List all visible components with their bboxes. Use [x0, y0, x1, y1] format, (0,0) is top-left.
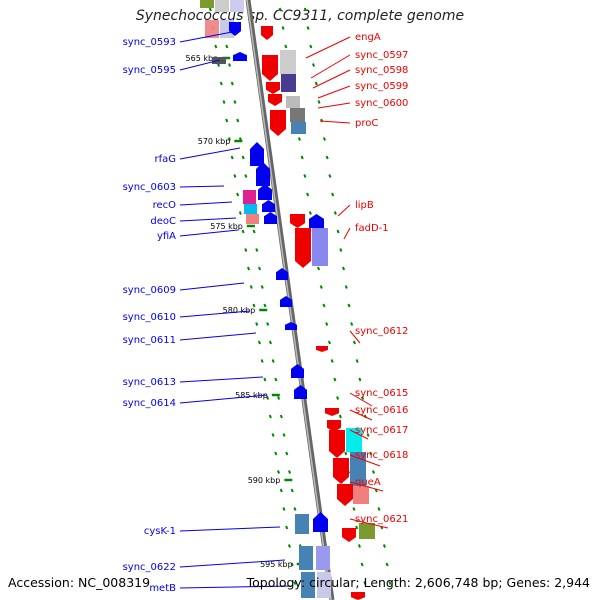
- gene-arrow-reverse[interactable]: [290, 214, 305, 228]
- gene-box[interactable]: [312, 228, 328, 266]
- gene-arrow-reverse[interactable]: [268, 94, 282, 106]
- gene-arrow-reverse[interactable]: [333, 458, 349, 484]
- gene-label-left[interactable]: sync_0613: [123, 377, 176, 388]
- gene-arrow-reverse[interactable]: [295, 228, 311, 268]
- gene-label-left[interactable]: cysK-1: [144, 526, 176, 537]
- gene-arrow-reverse[interactable]: [351, 592, 365, 600]
- gene-label-left[interactable]: sync_0595: [123, 65, 176, 76]
- gene-label-left[interactable]: rfaG: [154, 154, 176, 165]
- gene-arrow-reverse[interactable]: [262, 55, 278, 81]
- kbp-tick-label: 570 kbp: [198, 137, 231, 146]
- gene-label-right[interactable]: sync_0618: [355, 450, 408, 461]
- accession-text: Accession: NC_008319: [8, 575, 151, 590]
- gene-label-right[interactable]: sync_0600: [355, 98, 408, 109]
- gene-label-right[interactable]: sync_0612: [355, 326, 408, 337]
- gene-arrow-forward[interactable]: [280, 296, 292, 307]
- gene-arrow-forward[interactable]: [233, 52, 247, 61]
- gene-arrow-reverse[interactable]: [316, 346, 328, 352]
- gene-arrow-forward[interactable]: [313, 512, 328, 532]
- gene-label-left[interactable]: sync_0593: [123, 37, 176, 48]
- gene-arrow-reverse[interactable]: [337, 484, 353, 506]
- topology-text: Topology: circular; Length: 2,606,748 bp…: [246, 575, 590, 590]
- kbp-tick-label: 595 kbp: [260, 560, 293, 569]
- gene-label-left[interactable]: metB: [149, 583, 176, 594]
- gene-box[interactable]: [317, 572, 331, 598]
- gene-box[interactable]: [215, 0, 229, 12]
- kbp-tick-label: 585 kbp: [235, 391, 268, 400]
- gene-label-right[interactable]: sync_0598: [355, 65, 408, 76]
- gene-label-left[interactable]: recO: [153, 200, 177, 211]
- gene-box[interactable]: [353, 486, 369, 504]
- gene-arrow-forward[interactable]: [258, 184, 272, 200]
- gene-box[interactable]: [286, 96, 300, 108]
- left-gene-labels: sync_0593 sync_0595 rfaG sync_0603 recO deoC y…: [123, 31, 293, 594]
- gene-label-left[interactable]: sync_0611: [123, 335, 176, 346]
- gene-label-right[interactable]: engA: [355, 32, 381, 43]
- gene-label-left[interactable]: sync_0622: [123, 562, 176, 573]
- gene-arrow-forward[interactable]: [256, 162, 270, 186]
- right-gene-labels: engA sync_0597 sync_0598 sync_0599 sync_0600…: [305, 32, 408, 529]
- gene-label-right[interactable]: sync_0616: [355, 405, 408, 416]
- gene-arrow-reverse[interactable]: [266, 82, 280, 94]
- kbp-ticks: 565 kbp 570 kbp 575 kbp 580 kbp 585 kbp 590 k…: [186, 54, 305, 569]
- gene-box[interactable]: [359, 523, 375, 539]
- gene-arrow-reverse[interactable]: [261, 26, 273, 40]
- gene-box[interactable]: [230, 0, 244, 12]
- gene-label-right[interactable]: queA: [355, 477, 381, 488]
- gene-box[interactable]: [350, 452, 366, 486]
- gene-label-left[interactable]: sync_0614: [123, 398, 176, 409]
- gene-label-left[interactable]: sync_0603: [123, 182, 176, 193]
- gene-arrow-forward[interactable]: [262, 200, 275, 212]
- gene-label-right[interactable]: sync_0599: [355, 81, 408, 92]
- gene-arrow-forward[interactable]: [285, 322, 297, 330]
- gene-box[interactable]: [290, 108, 305, 122]
- kbp-tick-label: 575 kbp: [210, 222, 243, 231]
- gene-label-right[interactable]: lipB: [355, 200, 374, 211]
- gene-arrow-reverse[interactable]: [342, 528, 356, 542]
- gene-label-left[interactable]: sync_0610: [123, 312, 176, 323]
- gene-label-right[interactable]: fadD-1: [355, 223, 389, 234]
- gene-box[interactable]: [243, 190, 256, 204]
- gene-box[interactable]: [301, 572, 315, 598]
- gene-label-left[interactable]: sync_0609: [123, 285, 176, 296]
- gene-arrow-forward[interactable]: [276, 268, 288, 280]
- gene-box[interactable]: [295, 514, 309, 534]
- gene-box[interactable]: [280, 50, 296, 74]
- gene-label-right[interactable]: proC: [355, 118, 378, 129]
- gene-arrow-forward[interactable]: [294, 385, 307, 399]
- tick-dots: [208, 7, 392, 585]
- gene-label-left[interactable]: deoC: [150, 216, 176, 227]
- gene-arrow-forward[interactable]: [309, 214, 324, 228]
- gene-label-right[interactable]: sync_0621: [355, 514, 408, 525]
- kbp-tick-label: 580 kbp: [223, 306, 256, 315]
- gene-arrow-forward[interactable]: [264, 212, 277, 224]
- gene-arrow-reverse[interactable]: [327, 420, 341, 432]
- gene-label-left[interactable]: yfiA: [157, 231, 176, 242]
- gene-box[interactable]: [246, 214, 259, 224]
- gene-box[interactable]: [281, 74, 296, 92]
- gene-arrow-reverse[interactable]: [329, 430, 345, 458]
- gene-arrow-reverse[interactable]: [325, 408, 339, 416]
- gene-label-right[interactable]: sync_0615: [355, 388, 408, 399]
- gene-box[interactable]: [299, 546, 313, 570]
- gene-arrow-forward[interactable]: [291, 364, 304, 378]
- gene-label-right[interactable]: sync_0597: [355, 50, 408, 61]
- gene-box[interactable]: [200, 0, 214, 8]
- kbp-tick-label: 565 kbp: [186, 54, 219, 63]
- gene-arrow-reverse[interactable]: [270, 110, 286, 136]
- gene-arrow-forward[interactable]: [250, 142, 264, 166]
- gene-box[interactable]: [291, 122, 306, 134]
- kbp-tick-label: 590 kbp: [248, 476, 281, 485]
- gene-box[interactable]: [316, 546, 330, 570]
- gene-box[interactable]: [244, 204, 257, 214]
- gene-label-right[interactable]: sync_0617: [355, 425, 408, 436]
- gene-box[interactable]: [205, 20, 219, 38]
